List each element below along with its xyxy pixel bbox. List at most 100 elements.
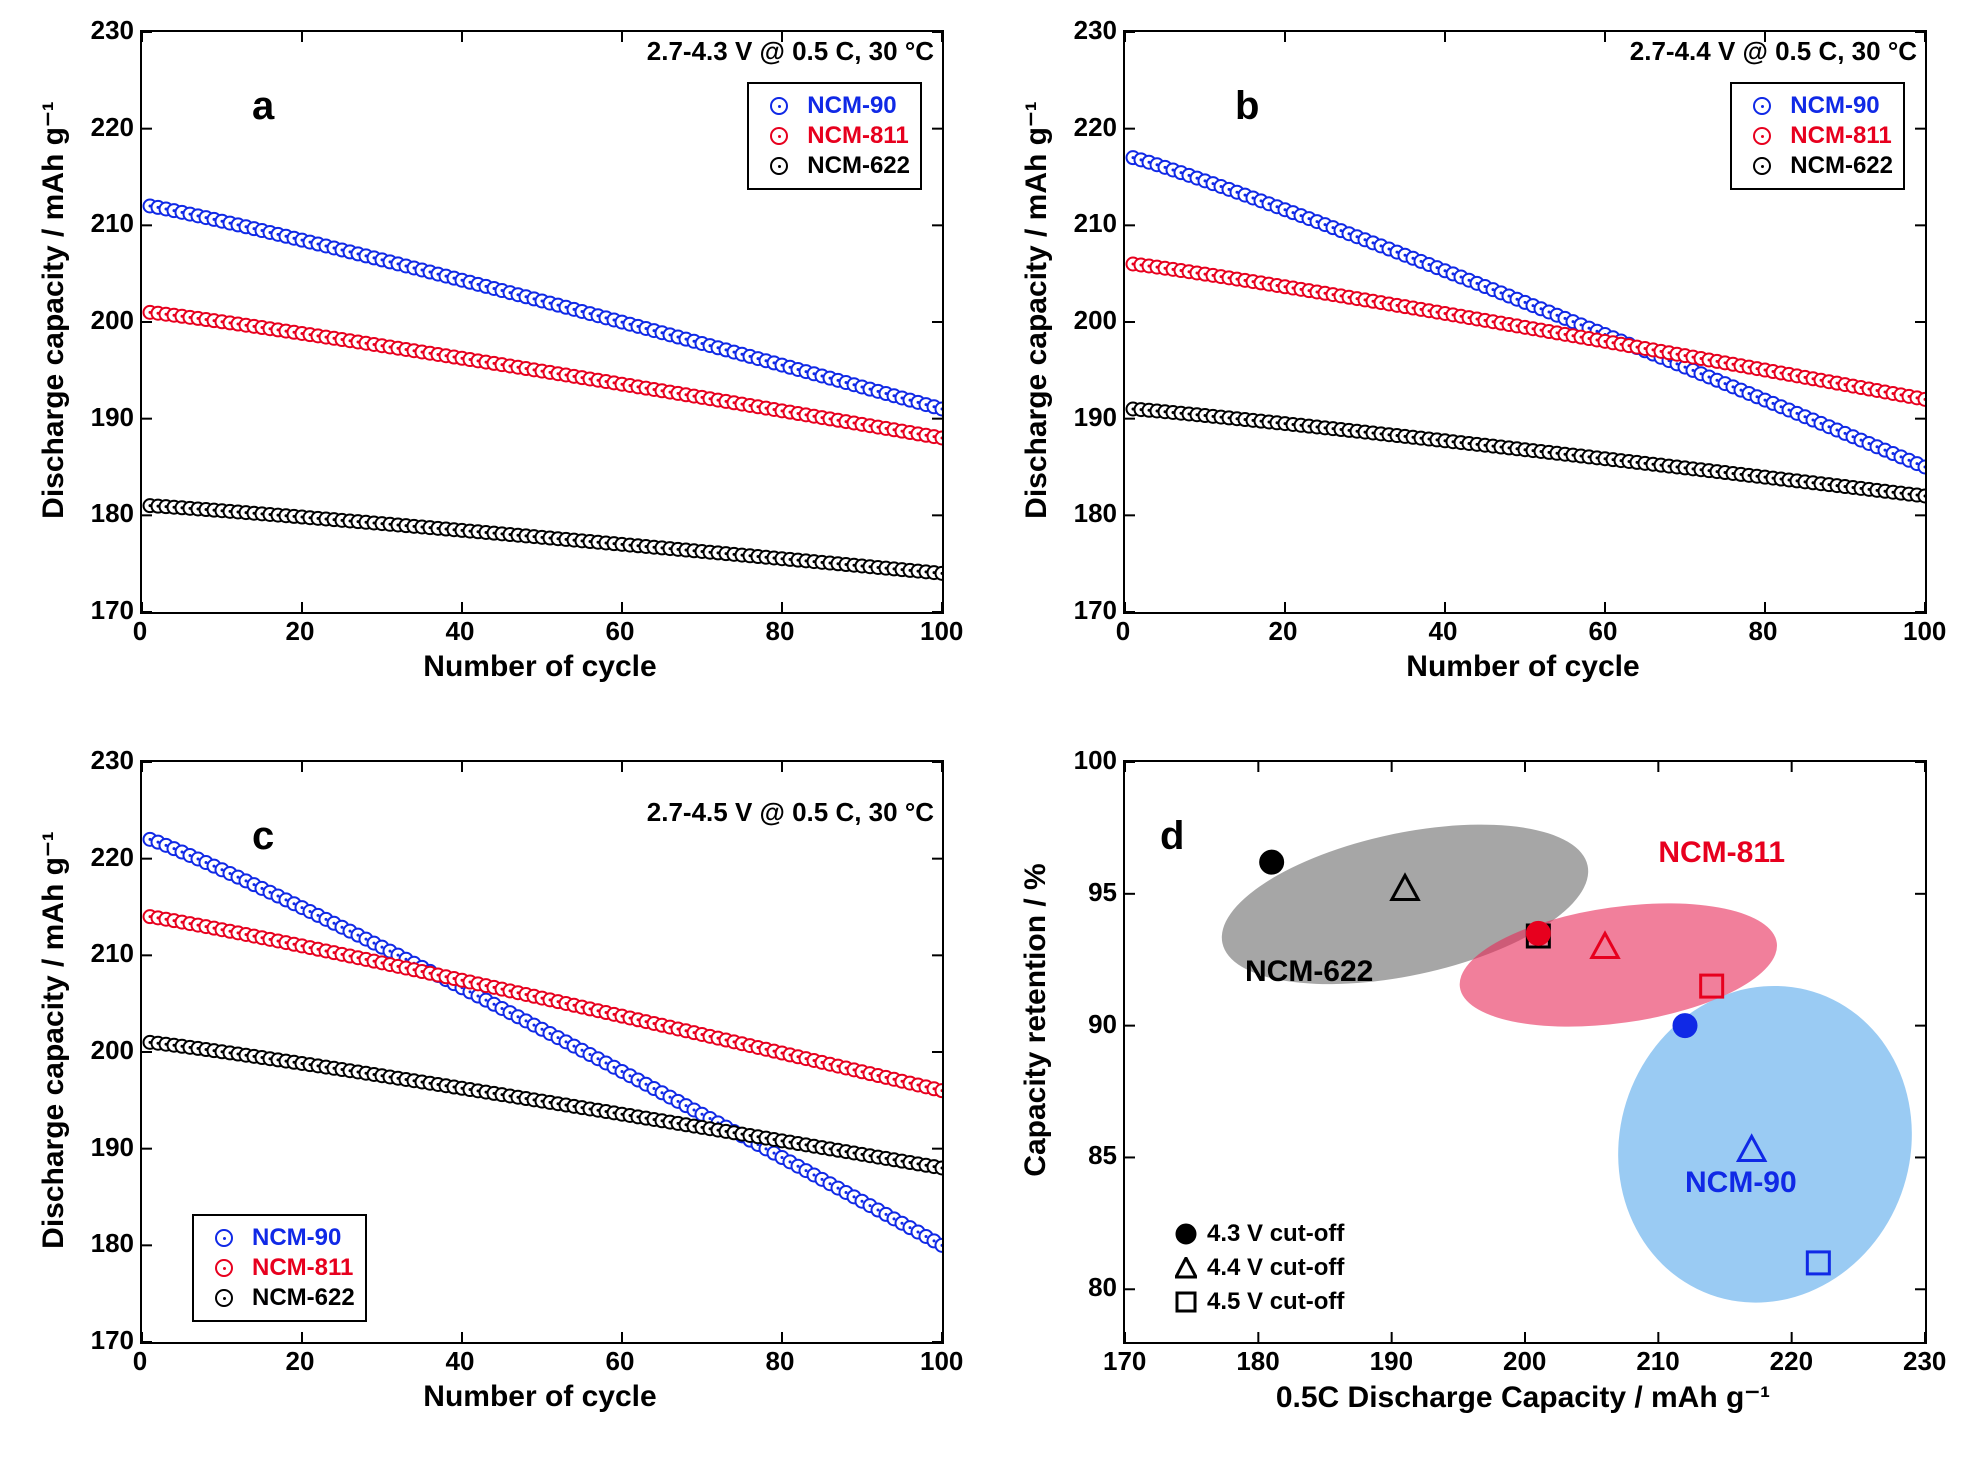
ytick-label: 100 <box>1057 745 1117 776</box>
legend-item: NCM-90 <box>759 92 910 120</box>
panel-c-letter: c <box>252 814 274 859</box>
ytick-label: 230 <box>1057 15 1117 46</box>
triangle-icon <box>1175 1257 1197 1279</box>
legend-marker-icon <box>1742 96 1782 116</box>
panel-a-letter: a <box>252 84 274 129</box>
ytick-label: 220 <box>1057 112 1117 143</box>
shape-legend-label: 4.4 V cut-off <box>1207 1254 1344 1282</box>
legend-label: NCM-622 <box>1790 152 1893 180</box>
panel-c-title: 2.7-4.5 V @ 0.5 C, 30 °C <box>454 797 934 828</box>
shape-legend-label: 4.5 V cut-off <box>1207 1288 1344 1316</box>
legend-item: NCM-811 <box>204 1254 355 1282</box>
ytick-label: 170 <box>1057 595 1117 626</box>
xtick-label: 190 <box>1370 1346 1410 1377</box>
panel-b-title: 2.7-4.4 V @ 0.5 C, 30 °C <box>1437 36 1917 67</box>
ytick-label: 190 <box>1057 402 1117 433</box>
legend-marker-icon <box>759 126 799 146</box>
ytick-label: 210 <box>74 938 134 969</box>
square-icon <box>1175 1291 1197 1313</box>
legend-item: NCM-811 <box>759 122 910 150</box>
panel-a: a 2.7-4.3 V @ 0.5 C, 30 °C NCM-90NCM-811… <box>0 0 983 730</box>
ytick-label: 170 <box>74 595 134 626</box>
panel-a-plot: a 2.7-4.3 V @ 0.5 C, 30 °C NCM-90NCM-811… <box>140 30 944 614</box>
ytick-label: 220 <box>74 842 134 873</box>
ytick-label: 200 <box>74 1035 134 1066</box>
xtick-label: 80 <box>760 616 800 647</box>
legend-marker-icon <box>1742 156 1782 176</box>
legend-item: NCM-622 <box>204 1284 355 1312</box>
ytick-label: 200 <box>1057 305 1117 336</box>
legend-item: NCM-622 <box>759 152 910 180</box>
legend-label: NCM-811 <box>807 122 908 150</box>
xtick-label: 230 <box>1903 1346 1943 1377</box>
legend-marker-icon <box>759 156 799 176</box>
xtick-label: 60 <box>600 1346 640 1377</box>
legend-item: NCM-811 <box>1742 122 1893 150</box>
panel-b-plot: b 2.7-4.4 V @ 0.5 C, 30 °C NCM-90NCM-811… <box>1123 30 1927 614</box>
ytick-label: 220 <box>74 112 134 143</box>
xtick-label: 60 <box>1583 616 1623 647</box>
ytick-label: 180 <box>1057 498 1117 529</box>
ytick-label: 180 <box>74 498 134 529</box>
panel-d-xlabel: 0.5C Discharge Capacity / mAh g⁻¹ <box>1123 1380 1923 1415</box>
legend-label: NCM-622 <box>807 152 910 180</box>
xtick-label: 40 <box>440 616 480 647</box>
panel-b-ylabel: Discharge capacity / mAh g⁻¹ <box>1019 30 1054 590</box>
panel-a-xlabel: Number of cycle <box>140 650 940 684</box>
legend-label: NCM-90 <box>807 92 896 120</box>
xtick-label: 20 <box>280 1346 320 1377</box>
legend-label: NCM-811 <box>252 1254 353 1282</box>
xtick-label: 100 <box>1903 616 1943 647</box>
xtick-label: 100 <box>920 616 960 647</box>
panel-c-xlabel: Number of cycle <box>140 1380 940 1414</box>
ytick-label: 90 <box>1057 1009 1117 1040</box>
xtick-label: 220 <box>1770 1346 1810 1377</box>
ytick-label: 180 <box>74 1228 134 1259</box>
panel-b-xlabel: Number of cycle <box>1123 650 1923 684</box>
ytick-label: 210 <box>1057 208 1117 239</box>
legend-marker-icon <box>759 96 799 116</box>
legend-label: NCM-811 <box>1790 122 1891 150</box>
ytick-label: 190 <box>74 402 134 433</box>
shape-legend-item: 4.4 V cut-off <box>1175 1254 1344 1282</box>
panel-a-legend: NCM-90NCM-811NCM-622 <box>747 82 922 190</box>
shape-legend-item: 4.3 V cut-off <box>1175 1220 1344 1248</box>
ytick-label: 200 <box>74 305 134 336</box>
xtick-label: 20 <box>1263 616 1303 647</box>
panel-d-shape-legend: 4.3 V cut-off 4.4 V cut-off 4.5 V cut-off <box>1175 1214 1344 1322</box>
xtick-label: 210 <box>1636 1346 1676 1377</box>
xtick-label: 80 <box>760 1346 800 1377</box>
xtick-label: 180 <box>1236 1346 1276 1377</box>
legend-marker-icon <box>204 1228 244 1248</box>
panel-b: b 2.7-4.4 V @ 0.5 C, 30 °C NCM-90NCM-811… <box>983 0 1966 730</box>
ytick-label: 190 <box>74 1132 134 1163</box>
annotation-label: NCM-622 <box>1245 955 1373 989</box>
panel-d-ylabel: Capacity retention / % <box>1019 780 1053 1260</box>
ytick-label: 80 <box>1057 1272 1117 1303</box>
legend-item: NCM-622 <box>1742 152 1893 180</box>
circle-icon <box>1175 1223 1197 1245</box>
legend-label: NCM-90 <box>1790 92 1879 120</box>
xtick-label: 170 <box>1103 1346 1143 1377</box>
ytick-label: 230 <box>74 15 134 46</box>
panel-c-legend: NCM-90NCM-811NCM-622 <box>192 1214 367 1322</box>
ytick-label: 230 <box>74 745 134 776</box>
legend-marker-icon <box>204 1288 244 1308</box>
xtick-label: 80 <box>1743 616 1783 647</box>
panel-b-legend: NCM-90NCM-811NCM-622 <box>1730 82 1905 190</box>
xtick-label: 20 <box>280 616 320 647</box>
panel-d-plot: d 4.3 V cut-off4.4 V cut-off4.5 V cut-of… <box>1123 760 1927 1344</box>
panel-c-plot: c 2.7-4.5 V @ 0.5 C, 30 °C NCM-90NCM-811… <box>140 760 944 1344</box>
legend-label: NCM-90 <box>252 1224 341 1252</box>
ytick-label: 170 <box>74 1325 134 1356</box>
panel-a-ylabel: Discharge capacity / mAh g⁻¹ <box>36 30 71 590</box>
shape-legend-item: 4.5 V cut-off <box>1175 1288 1344 1316</box>
panel-c: c 2.7-4.5 V @ 0.5 C, 30 °C NCM-90NCM-811… <box>0 730 983 1460</box>
ytick-label: 95 <box>1057 877 1117 908</box>
figure-root: a 2.7-4.3 V @ 0.5 C, 30 °C NCM-90NCM-811… <box>0 0 1967 1460</box>
xtick-label: 40 <box>1423 616 1463 647</box>
legend-marker-icon <box>1742 126 1782 146</box>
shape-legend-label: 4.3 V cut-off <box>1207 1220 1344 1248</box>
xtick-label: 100 <box>920 1346 960 1377</box>
xtick-label: 60 <box>600 616 640 647</box>
